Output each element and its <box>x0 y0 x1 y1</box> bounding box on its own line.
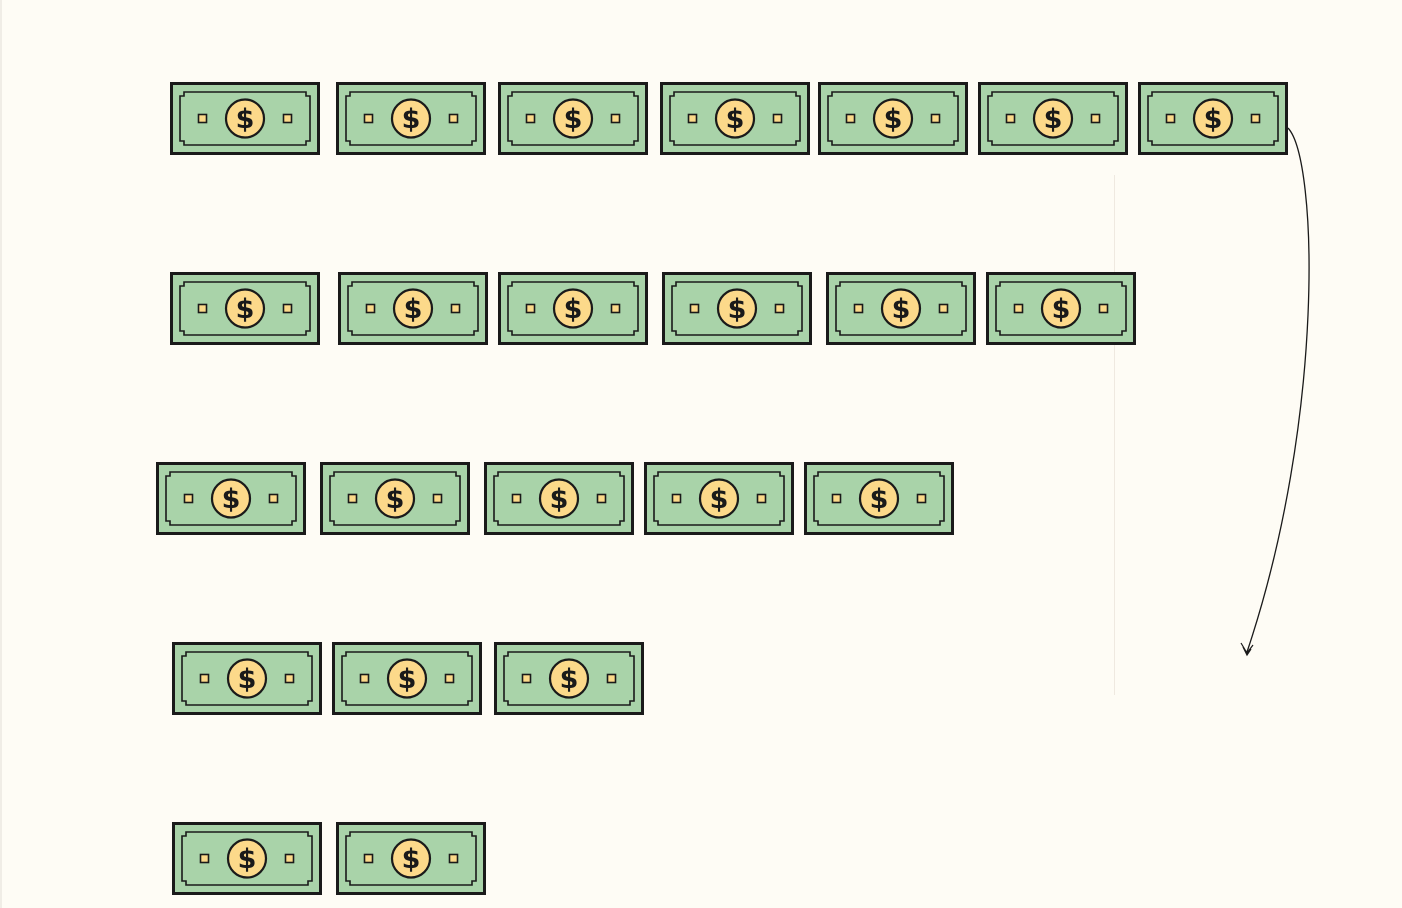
svg-text:$: $ <box>402 844 421 875</box>
dollar-bill-icon: $ <box>978 82 1128 155</box>
svg-text:$: $ <box>386 484 405 515</box>
dollar-bill-icon: $ <box>804 462 954 535</box>
svg-text:$: $ <box>550 484 569 515</box>
dollar-bill-icon: $ <box>986 272 1136 345</box>
dollar-bill-icon: $ <box>332 642 482 715</box>
svg-text:$: $ <box>1044 104 1063 135</box>
dollar-bill-icon: $ <box>818 82 968 155</box>
svg-text:$: $ <box>404 294 423 325</box>
dollar-bill-icon: $ <box>484 462 634 535</box>
svg-text:$: $ <box>1204 104 1223 135</box>
dollar-bill-icon: $ <box>1138 82 1288 155</box>
dollar-bill-icon: $ <box>170 82 320 155</box>
svg-text:$: $ <box>560 664 579 695</box>
dollar-bill-icon: $ <box>498 82 648 155</box>
dollar-bill-icon: $ <box>170 272 320 345</box>
guide-line <box>1114 175 1115 695</box>
svg-text:$: $ <box>884 104 903 135</box>
dollar-bill-icon: $ <box>498 272 648 345</box>
svg-text:$: $ <box>870 484 889 515</box>
svg-text:$: $ <box>236 104 255 135</box>
dollar-bill-icon: $ <box>172 822 322 895</box>
dollar-bill-icon: $ <box>336 82 486 155</box>
svg-text:$: $ <box>564 104 583 135</box>
svg-text:$: $ <box>710 484 729 515</box>
svg-text:$: $ <box>1052 294 1071 325</box>
svg-text:$: $ <box>398 664 417 695</box>
dollar-bill-icon: $ <box>156 462 306 535</box>
svg-text:$: $ <box>892 294 911 325</box>
dollar-bill-icon: $ <box>826 272 976 345</box>
dollar-bill-icon: $ <box>172 642 322 715</box>
dollar-bill-icon: $ <box>660 82 810 155</box>
svg-text:$: $ <box>238 844 257 875</box>
arrow-head <box>1240 642 1254 657</box>
dollar-bill-icon: $ <box>338 272 488 345</box>
svg-text:$: $ <box>238 664 257 695</box>
arrow-curve <box>1246 127 1310 653</box>
svg-text:$: $ <box>564 294 583 325</box>
dollar-bill-icon: $ <box>494 642 644 715</box>
svg-text:$: $ <box>402 104 421 135</box>
dollar-bill-icon: $ <box>336 822 486 895</box>
dollar-bill-icon: $ <box>662 272 812 345</box>
left-border <box>0 0 2 908</box>
svg-text:$: $ <box>222 484 241 515</box>
svg-text:$: $ <box>236 294 255 325</box>
dollar-bill-icon: $ <box>320 462 470 535</box>
dollar-bill-icon: $ <box>644 462 794 535</box>
svg-text:$: $ <box>726 104 745 135</box>
svg-text:$: $ <box>728 294 747 325</box>
